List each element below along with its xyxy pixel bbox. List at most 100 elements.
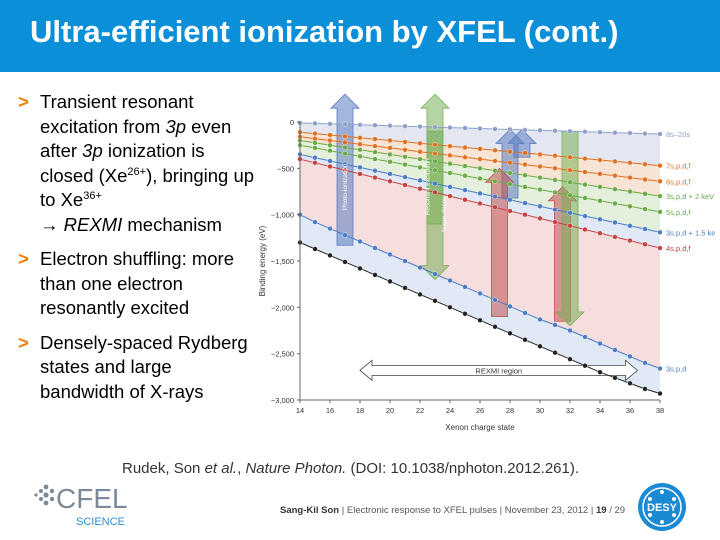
y-tick-label: −3,000	[271, 396, 294, 405]
data-point	[627, 380, 633, 386]
data-point	[312, 140, 318, 146]
data-point	[417, 264, 423, 271]
data-point	[342, 259, 348, 265]
data-point	[327, 226, 333, 232]
data-point	[402, 147, 408, 153]
data-point	[537, 316, 543, 323]
data-point	[582, 363, 588, 369]
data-point	[567, 192, 573, 198]
bullet-item: > Electron shuffling: more than one elec…	[18, 247, 258, 321]
cfel-logo-text: CFEL	[56, 483, 128, 514]
data-point	[492, 297, 498, 303]
bullet-superscript: 36+	[83, 189, 102, 202]
footer-author: Sang-Kil Son	[280, 505, 340, 516]
bullet-item: > Transient resonant excitation from 3p …	[18, 90, 258, 237]
data-point	[462, 144, 468, 151]
data-point	[627, 203, 633, 209]
data-point	[522, 337, 528, 343]
data-point	[492, 204, 498, 210]
cfel-logo: CFEL SCIENCE	[34, 483, 128, 528]
data-point	[492, 178, 498, 184]
data-point	[642, 360, 648, 366]
data-point	[477, 146, 483, 152]
footer-page-total: / 29	[609, 505, 626, 516]
data-point	[597, 369, 603, 375]
data-point	[447, 152, 453, 159]
x-tick-label: 28	[506, 406, 514, 415]
x-tick-label: 30	[536, 406, 544, 415]
data-point	[627, 160, 633, 166]
data-point	[387, 137, 393, 144]
data-point	[642, 226, 648, 232]
series-label: 5s,p,d,f	[666, 208, 692, 217]
data-point	[327, 137, 333, 144]
data-point	[507, 208, 513, 214]
data-point	[492, 158, 498, 164]
data-point	[657, 162, 663, 169]
data-point	[342, 133, 348, 140]
data-point	[552, 153, 558, 159]
data-point	[402, 258, 408, 264]
data-point	[627, 223, 633, 229]
data-point	[357, 171, 363, 177]
data-point	[372, 245, 378, 251]
data-point	[342, 139, 348, 146]
data-point	[612, 219, 618, 226]
bullet-marker: >	[18, 331, 29, 353]
x-tick-label: 22	[416, 406, 424, 415]
data-point	[327, 121, 333, 127]
data-point	[432, 158, 438, 165]
data-point	[432, 167, 438, 173]
data-point	[312, 120, 318, 127]
rexmi-region-arrow	[359, 359, 639, 382]
data-point	[387, 123, 393, 129]
data-point	[567, 210, 573, 216]
x-tick-label: 34	[596, 406, 604, 415]
data-point	[507, 170, 513, 176]
desy-logo: DESY	[638, 483, 686, 531]
data-point	[342, 161, 348, 167]
data-point	[462, 187, 468, 193]
data-point	[342, 232, 348, 238]
data-point	[477, 290, 483, 297]
data-point	[387, 278, 393, 285]
data-point	[492, 147, 498, 153]
footer: Sang-Kil Son | Electronic response to XF…	[280, 505, 625, 516]
data-point	[522, 184, 528, 190]
series-label: 3s,p,d + 1.5 keV	[666, 228, 715, 237]
data-point	[432, 180, 438, 187]
data-point	[582, 226, 588, 233]
data-point	[552, 350, 558, 356]
cfel-logo-subtext: SCIENCE	[76, 516, 125, 528]
data-point	[657, 390, 663, 397]
data-point	[417, 123, 423, 130]
bullet-text: mechanism	[122, 213, 222, 235]
photoionization-label: Photo-ionization	[342, 163, 349, 210]
data-point	[642, 191, 648, 197]
data-point	[387, 251, 393, 258]
data-point	[627, 353, 633, 360]
bullet-italic: 3p	[82, 140, 103, 161]
data-point	[537, 163, 543, 170]
data-point	[327, 132, 333, 138]
data-point	[552, 206, 558, 213]
data-point	[387, 145, 393, 151]
data-point	[327, 163, 333, 170]
data-point	[477, 175, 483, 182]
data-point	[567, 223, 573, 229]
data-point	[612, 200, 618, 207]
data-point	[417, 156, 423, 162]
data-point	[357, 265, 363, 272]
auger-decay-label: Auger decay	[441, 196, 448, 233]
bullet-text: ionization is closed (Xe	[40, 140, 205, 186]
chart-band	[300, 214, 660, 394]
bullet-text: Transient resonant excitation from	[40, 91, 194, 137]
data-point	[402, 285, 408, 291]
data-point	[642, 241, 648, 247]
citation: Rudek, Son et al., Nature Photon. (DOI: …	[122, 460, 579, 477]
series-label: 6s,p,d,f	[666, 177, 692, 186]
data-point	[567, 327, 573, 334]
resonant-excitation-label: Resonant excitation	[425, 158, 432, 215]
data-point	[462, 154, 468, 160]
